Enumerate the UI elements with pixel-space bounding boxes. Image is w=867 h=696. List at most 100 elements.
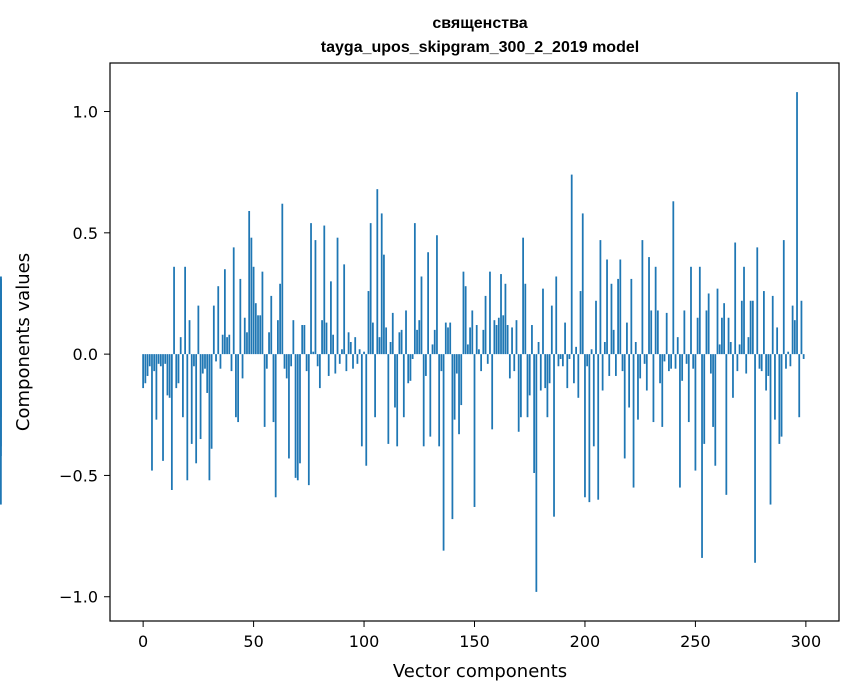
bar-221 — [630, 278, 633, 355]
bar-203 — [590, 349, 593, 355]
bar-86 — [332, 334, 334, 355]
bar-52 — [257, 315, 259, 355]
bar-198 — [579, 291, 582, 355]
bar-21 — [188, 320, 191, 355]
bar-65 — [285, 354, 288, 379]
bar-136 — [442, 354, 445, 551]
bar-116 — [398, 332, 401, 355]
bar-122 — [411, 354, 414, 359]
bar-240 — [672, 201, 675, 355]
bar-177 — [533, 354, 536, 474]
bar-80 — [318, 354, 321, 389]
bar-6 — [155, 354, 158, 420]
bar-0 — [142, 354, 145, 389]
bar-83 — [325, 322, 328, 355]
chart-title: священства — [432, 15, 527, 32]
bar-264 — [725, 354, 728, 495]
bar-228 — [645, 354, 648, 391]
bar-101 — [365, 354, 368, 466]
bar-57 — [268, 332, 270, 355]
bar-230 — [650, 310, 653, 355]
bar-138 — [447, 327, 449, 355]
bar-102 — [367, 291, 370, 355]
bar-99 — [360, 354, 363, 447]
bar-93 — [347, 332, 350, 355]
bar-29 — [206, 354, 209, 393]
bar-295 — [793, 320, 796, 355]
bar-274 — [747, 337, 750, 355]
bar-114 — [394, 354, 396, 408]
bar-120 — [407, 354, 410, 384]
bar-292 — [787, 351, 790, 355]
bar-223 — [634, 342, 637, 355]
bar-53 — [259, 315, 262, 355]
bar-148 — [469, 327, 471, 355]
bar-45 — [241, 354, 244, 379]
bar-63 — [281, 203, 284, 355]
bar-70 — [296, 354, 299, 481]
bar-104 — [372, 322, 374, 355]
bar-232 — [654, 266, 657, 355]
bar-265 — [727, 317, 730, 355]
bar-113 — [391, 312, 394, 355]
bar-164 — [504, 283, 507, 355]
bar-78 — [314, 240, 317, 355]
bar-128 — [425, 354, 427, 376]
y-tick-label: 1.0 — [73, 103, 98, 122]
chart-subtitle: tayga_upos_skipgram_300_2_2019 model — [321, 39, 639, 56]
bar-297 — [798, 354, 801, 418]
bar-187 — [555, 276, 558, 355]
bar-109 — [383, 254, 385, 355]
bar-249 — [692, 354, 695, 369]
bar-270 — [738, 344, 741, 355]
bar-89 — [338, 354, 341, 364]
bar-96 — [354, 337, 357, 355]
bar-132 — [433, 329, 436, 355]
bar-133 — [436, 235, 438, 355]
bar-273 — [745, 354, 748, 374]
bar-168 — [513, 354, 516, 372]
bar-269 — [736, 354, 739, 372]
bar-84 — [327, 354, 330, 376]
bar-182 — [544, 354, 547, 389]
bar-19 — [184, 266, 186, 355]
bar-137 — [444, 322, 447, 355]
bar-261 — [718, 344, 721, 355]
bar-193 — [568, 354, 571, 359]
bar-205 — [595, 300, 597, 355]
bar-13 — [170, 354, 173, 490]
bar-105 — [374, 354, 376, 418]
bar-171 — [520, 354, 522, 418]
bar-150 — [473, 354, 476, 507]
bar-31 — [210, 354, 213, 449]
bar-71 — [299, 354, 301, 464]
bar-146 — [464, 286, 467, 355]
y-tick-label: −0.5 — [59, 466, 98, 485]
bar-276 — [751, 300, 754, 355]
bar-183 — [546, 354, 549, 418]
bar-112 — [389, 342, 392, 355]
bar-284 — [769, 354, 772, 505]
bar-192 — [566, 354, 569, 389]
bar-16 — [177, 354, 180, 384]
bar-175 — [528, 354, 531, 396]
bar-18 — [182, 354, 184, 418]
bar-169 — [515, 320, 518, 355]
bar-60 — [274, 354, 277, 498]
bar-34 — [217, 286, 220, 355]
bar-234 — [659, 354, 661, 384]
bar-154 — [482, 329, 485, 355]
bar-115 — [396, 354, 399, 447]
bar-91 — [343, 264, 346, 355]
bar-30 — [208, 354, 211, 481]
bar-199 — [581, 213, 584, 355]
bar-147 — [466, 344, 469, 355]
bar-47 — [246, 332, 248, 355]
bar-20 — [186, 354, 189, 481]
bar-59 — [272, 354, 275, 423]
bar-158 — [491, 354, 494, 430]
bar-82 — [323, 225, 326, 355]
bar-140 — [451, 354, 454, 520]
bar-188 — [557, 354, 560, 367]
bar-111 — [387, 354, 390, 444]
